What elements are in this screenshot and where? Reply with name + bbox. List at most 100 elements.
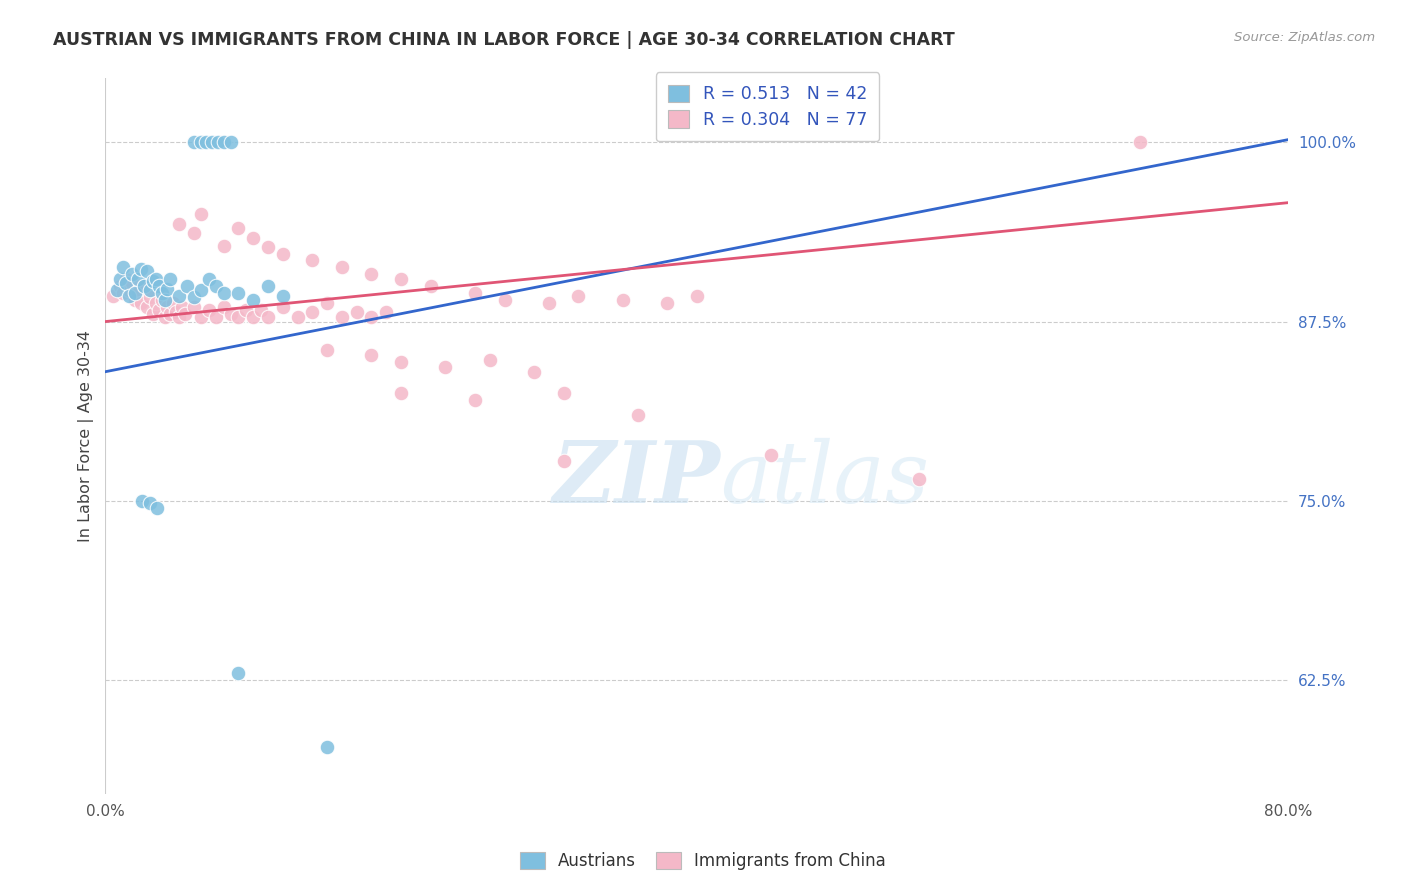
Point <box>301 252 323 267</box>
Point <box>159 307 181 321</box>
Point <box>138 283 160 297</box>
Point <box>360 347 382 361</box>
Point <box>121 276 143 290</box>
Point <box>257 278 280 293</box>
Point <box>626 408 648 422</box>
Point <box>657 296 679 310</box>
Point <box>316 739 339 754</box>
Point <box>346 304 368 318</box>
Point <box>375 304 398 318</box>
Point <box>205 278 228 293</box>
Point <box>242 231 264 245</box>
Text: AUSTRIAN VS IMMIGRANTS FROM CHINA IN LABOR FORCE | AGE 30-34 CORRELATION CHART: AUSTRIAN VS IMMIGRANTS FROM CHINA IN LAB… <box>53 31 955 49</box>
Point <box>249 303 271 318</box>
Point <box>150 285 173 300</box>
Point <box>162 296 184 310</box>
Point <box>464 393 486 408</box>
Point <box>169 289 191 303</box>
Point <box>907 472 929 486</box>
Point <box>135 300 157 314</box>
Point <box>271 300 294 314</box>
Point <box>156 282 179 296</box>
Point <box>242 310 264 325</box>
Point <box>686 289 709 303</box>
Point <box>148 278 170 293</box>
Point <box>553 386 575 401</box>
Text: atlas: atlas <box>720 438 929 520</box>
Point <box>190 283 212 297</box>
Point <box>118 289 141 303</box>
Point <box>148 303 170 318</box>
Point <box>759 448 782 462</box>
Point <box>257 240 280 254</box>
Point <box>523 365 546 379</box>
Point <box>145 296 167 310</box>
Point <box>478 353 501 368</box>
Text: Source: ZipAtlas.com: Source: ZipAtlas.com <box>1234 31 1375 45</box>
Point <box>112 260 135 274</box>
Point <box>360 268 382 282</box>
Point <box>212 238 235 252</box>
Point <box>153 310 176 325</box>
Point <box>228 221 250 235</box>
Point <box>112 285 135 300</box>
Point <box>183 300 205 314</box>
Legend: Austrians, Immigrants from China: Austrians, Immigrants from China <box>513 845 893 877</box>
Point <box>132 278 155 293</box>
Point <box>138 290 160 304</box>
Point <box>537 296 560 310</box>
Point <box>198 271 221 285</box>
Point <box>419 278 441 293</box>
Point <box>150 293 173 307</box>
Point <box>330 260 353 274</box>
Point <box>360 310 382 325</box>
Point <box>389 386 412 401</box>
Point <box>190 310 212 325</box>
Point <box>132 278 155 293</box>
Point <box>129 296 152 310</box>
Point <box>219 136 242 150</box>
Point <box>205 310 228 325</box>
Point <box>1129 136 1152 150</box>
Point <box>165 304 187 318</box>
Point <box>142 275 165 289</box>
Point <box>183 136 205 150</box>
Point <box>129 261 152 276</box>
Point <box>118 283 141 297</box>
Point <box>464 285 486 300</box>
Point <box>271 247 294 261</box>
Point <box>612 293 634 307</box>
Point <box>389 354 412 368</box>
Point <box>228 310 250 325</box>
Point <box>190 136 212 150</box>
Point <box>124 293 146 307</box>
Point <box>212 300 235 314</box>
Point <box>142 307 165 321</box>
Point <box>301 304 323 318</box>
Point <box>108 271 131 285</box>
Point <box>190 207 212 221</box>
Point <box>105 283 128 297</box>
Point <box>212 136 235 150</box>
Point <box>316 343 339 358</box>
Point <box>153 293 176 307</box>
Point <box>131 493 153 508</box>
Point <box>183 226 205 240</box>
Point <box>169 217 191 231</box>
Point <box>316 296 339 310</box>
Point <box>108 278 131 293</box>
Point <box>174 307 197 321</box>
Point <box>135 264 157 278</box>
Point <box>127 285 149 300</box>
Point <box>156 300 179 314</box>
Point <box>235 303 257 318</box>
Point <box>434 360 457 375</box>
Point <box>228 285 250 300</box>
Point <box>201 136 224 150</box>
Point <box>183 290 205 304</box>
Point <box>228 665 250 680</box>
Point <box>146 500 169 515</box>
Point <box>172 300 194 314</box>
Point <box>115 271 138 285</box>
Point <box>553 453 575 467</box>
